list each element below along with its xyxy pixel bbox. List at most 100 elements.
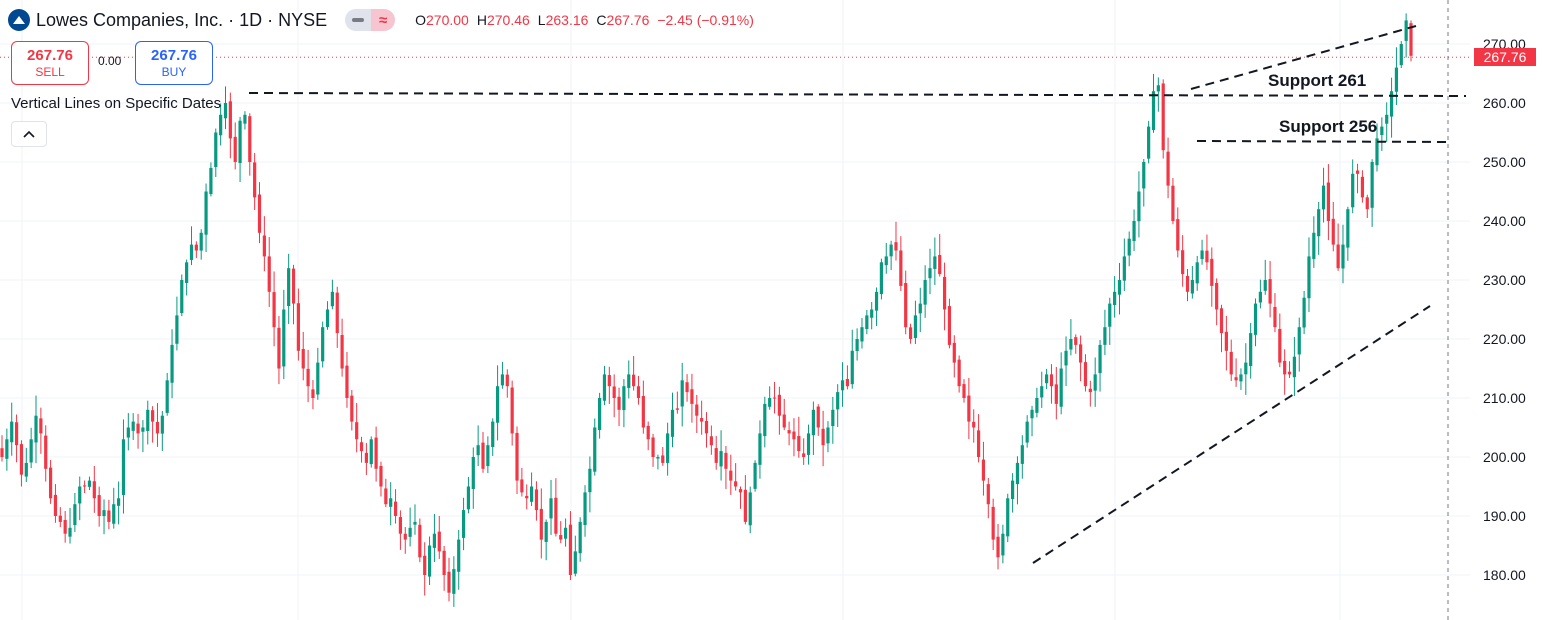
candle-body [734,481,738,487]
candle-body [1088,388,1092,393]
candle-body [1399,44,1403,66]
candle-body [0,448,4,457]
candle-body [666,433,670,463]
candle-body [1030,409,1034,419]
candle-body [180,280,184,314]
candle-body [1385,114,1389,124]
candle-body [1093,374,1097,391]
candle-body [423,555,427,575]
symbol-title[interactable]: Lowes Companies, Inc. · 1D · NYSE [36,9,328,30]
indicator-label[interactable]: Vertical Lines on Specific Dates [11,95,222,112]
ohlc-low: L263.16 [537,12,589,28]
candle-body [738,489,743,493]
candle-body [617,396,621,410]
candle-body [505,374,509,387]
candle-body [1341,244,1345,269]
candle-body [214,132,218,168]
candle-body [855,339,859,352]
candle-body [908,327,913,339]
candle-body [141,427,145,432]
candle-body [48,467,53,499]
candle-body [1331,218,1335,245]
candle-body [194,244,198,251]
buy-label: BUY [161,65,187,79]
buy-button[interactable]: 267.76 BUY [135,41,213,85]
indicator-toggle-pill[interactable]: ≈ [345,9,396,31]
support-256-label[interactable]: Support 256 [1279,117,1378,136]
candle-body [870,309,874,318]
candle-body [345,365,349,398]
candle-body [923,280,927,305]
candle-body [1181,250,1185,275]
candle-body [10,421,14,443]
candle-body [418,524,422,558]
candle-body [802,453,806,457]
candle-body [884,256,888,266]
candle-body [680,380,684,407]
candle-body [282,309,286,367]
candle-body [476,445,480,456]
candle-body [821,428,825,446]
candle-body [92,481,96,499]
candle-body [568,524,573,575]
price-tick-label: 190.00 [1483,508,1526,524]
candle-body [1059,368,1063,407]
candle-body [612,386,616,398]
candle-body [865,315,869,330]
candle-body [1020,445,1024,464]
candle-body [753,462,757,489]
candle-body [991,506,995,540]
candle-body [1302,297,1306,328]
minus-icon[interactable] [345,9,372,31]
candle-body [369,439,373,465]
candle-body [39,418,43,434]
candle-body [19,444,24,475]
price-tick-label: 230.00 [1483,272,1526,288]
candle-body [996,536,1000,558]
candle-body [1312,232,1316,259]
candle-body [850,350,854,385]
candle-body [1200,250,1204,260]
candle-body [1239,374,1243,382]
candle-body [44,435,48,469]
candle-body [1049,374,1054,387]
candle-body [58,515,62,522]
candle-body [602,374,607,401]
candle-body [1287,371,1292,375]
approx-icon[interactable]: ≈ [371,9,396,31]
candle-body [34,415,38,443]
support-261-label[interactable]: Support 261 [1268,71,1367,90]
candle-body [933,256,937,269]
candle-body [68,527,72,537]
candle-body [573,551,577,574]
candle-body [806,433,811,455]
candle-body [500,374,505,386]
collapse-button[interactable] [11,121,47,147]
candle-body [384,488,388,505]
candle-body [121,439,126,495]
price-axis[interactable]: 270.00 260.00 250.00 240.00 230.00 220.00 210.… [1470,0,1542,620]
candle-body [1219,308,1224,334]
candle-body [209,167,213,195]
candle-body [700,418,704,422]
candle-body [204,191,208,235]
support-256-line [1196,140,1451,143]
candle-body [1025,421,1029,443]
candle-body [87,480,92,487]
candle-body [82,485,87,487]
sell-button[interactable]: 267.76 SELL [11,41,89,85]
candle-body [1045,374,1049,384]
candle-body [1001,533,1005,556]
candle-body [549,498,553,519]
candle-body [248,116,252,162]
candle-body [1074,337,1078,345]
chart-plot-area[interactable] [0,0,1470,620]
sell-label: SELL [35,65,65,79]
price-tick-label: 240.00 [1483,213,1526,229]
candle-body [704,420,709,434]
candle-body [389,498,393,507]
candle-body [981,459,986,481]
candlestick-chart[interactable] [0,0,1470,620]
candle-body [967,395,971,422]
candle-body [729,470,733,481]
